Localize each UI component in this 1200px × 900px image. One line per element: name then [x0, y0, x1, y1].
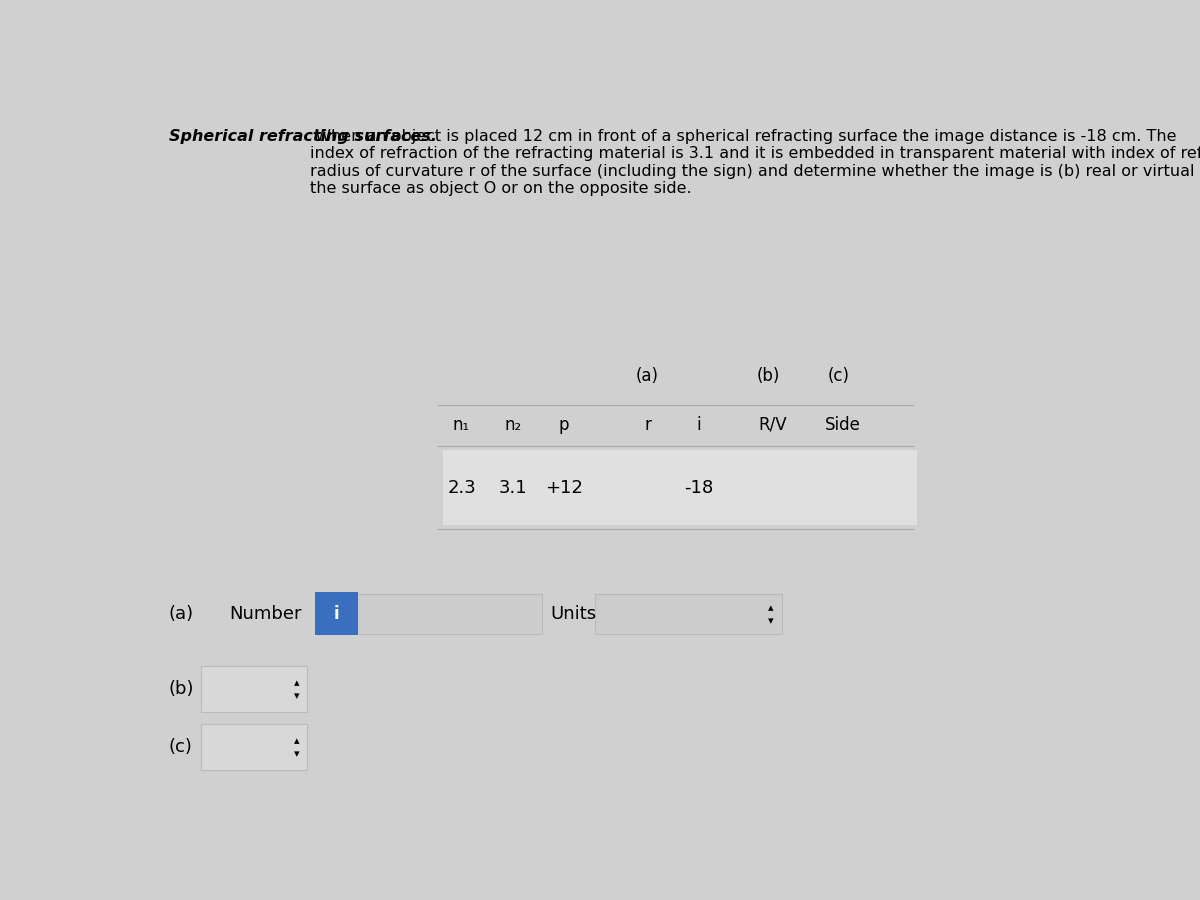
Text: When an object is placed 12 cm in front of a spherical refracting surface the im: When an object is placed 12 cm in front …	[310, 129, 1200, 196]
Text: ▾: ▾	[294, 749, 300, 759]
Text: r: r	[644, 416, 650, 434]
Text: Side: Side	[824, 416, 860, 434]
FancyBboxPatch shape	[314, 592, 359, 635]
Text: -18: -18	[684, 479, 713, 497]
Text: ▾: ▾	[768, 616, 774, 625]
Text: R/V: R/V	[758, 416, 787, 434]
Text: 3.1: 3.1	[498, 479, 527, 497]
Text: Spherical refracting surfaces.: Spherical refracting surfaces.	[168, 129, 437, 144]
Text: Number: Number	[229, 605, 301, 623]
FancyBboxPatch shape	[443, 450, 917, 526]
Text: ▴: ▴	[294, 679, 300, 688]
Text: ▴: ▴	[294, 736, 300, 746]
Text: 2.3: 2.3	[448, 479, 476, 497]
Text: (b): (b)	[757, 367, 780, 385]
Text: n₁: n₁	[452, 416, 470, 434]
Text: Units: Units	[550, 605, 596, 623]
FancyBboxPatch shape	[202, 724, 307, 770]
Text: i: i	[696, 416, 701, 434]
Text: n₂: n₂	[504, 416, 521, 434]
Text: (c): (c)	[168, 738, 192, 756]
Text: (a): (a)	[168, 605, 193, 623]
Text: ▾: ▾	[294, 690, 300, 701]
FancyBboxPatch shape	[355, 594, 542, 634]
FancyBboxPatch shape	[595, 594, 782, 634]
Text: (b): (b)	[168, 680, 194, 698]
Text: (c): (c)	[827, 367, 850, 385]
Text: ▴: ▴	[768, 603, 774, 613]
Text: i: i	[334, 605, 340, 623]
Text: (a): (a)	[636, 367, 659, 385]
Text: +12: +12	[545, 479, 583, 497]
Text: p: p	[559, 416, 569, 434]
FancyBboxPatch shape	[202, 666, 307, 712]
